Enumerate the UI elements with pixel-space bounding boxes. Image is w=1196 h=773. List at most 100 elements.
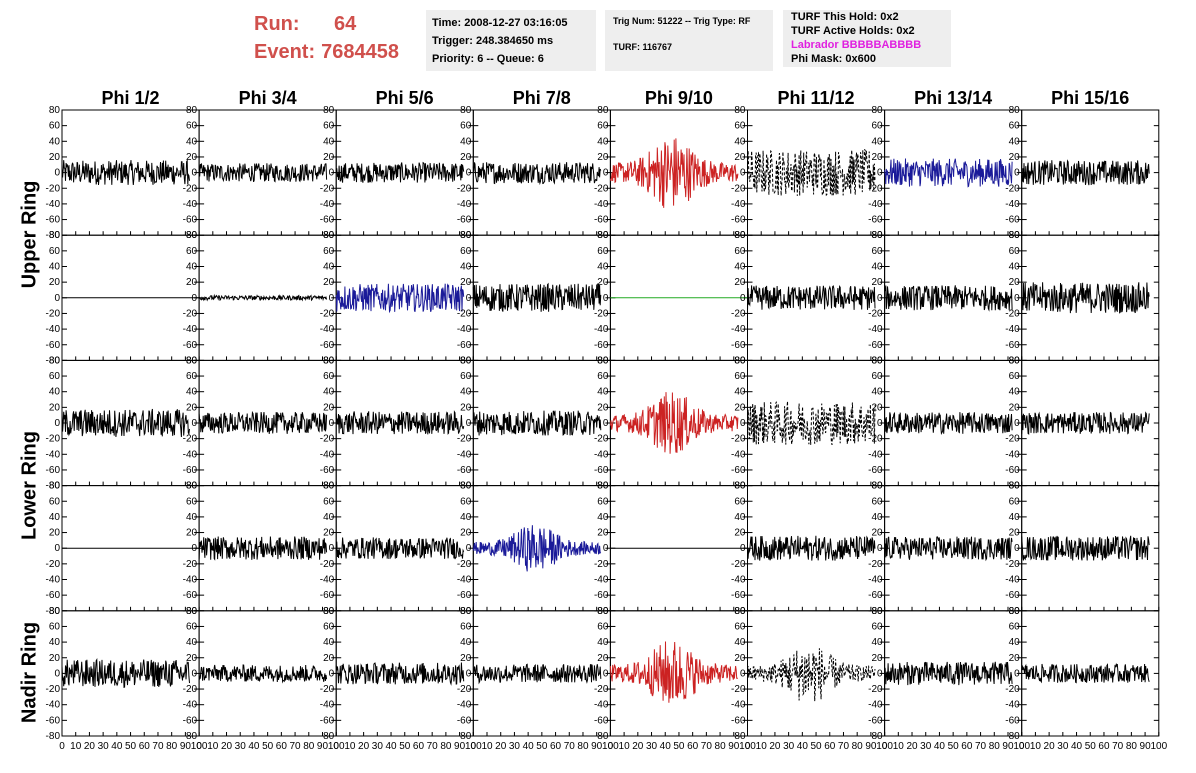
y-tick-label: 20 (323, 152, 335, 163)
y-tick-label: 60 (734, 621, 746, 632)
x-tick-label: 40 (660, 741, 672, 752)
y-tick-label: 40 (1009, 387, 1021, 398)
y-tick-label: 60 (49, 621, 61, 632)
y-tick-label: -80 (457, 230, 472, 241)
x-tick-label: 10 (70, 741, 82, 752)
y-tick-label: -40 (1005, 449, 1020, 460)
y-tick-label: 60 (460, 246, 472, 257)
phi-header: Phi 15/16 (1051, 88, 1130, 108)
y-tick-label: -20 (1005, 183, 1020, 194)
x-tick-label: 30 (98, 741, 110, 752)
turf-info-box: TURF This Hold: 0x2 TURF Active Holds: 0… (783, 10, 951, 67)
y-tick-label: -60 (868, 340, 883, 351)
y-tick-label: 20 (1009, 402, 1021, 413)
waveform-trace (884, 536, 1013, 562)
priority-text: Priority: 6 -- Queue: 6 (432, 53, 544, 65)
y-tick-label: 80 (460, 105, 472, 116)
y-tick-label: -40 (320, 700, 335, 711)
y-tick-label: 80 (1009, 230, 1021, 241)
x-tick-label: 20 (84, 741, 96, 752)
y-tick-label: -40 (1005, 199, 1020, 210)
waveform-trace (199, 293, 328, 302)
y-tick-label: 40 (1009, 637, 1021, 648)
y-tick-label: -80 (183, 731, 198, 742)
phi-mask-text: Phi Mask: 0x600 (791, 53, 876, 65)
time-text: Time: 2008-12-27 03:16:05 (432, 17, 568, 29)
y-tick-label: 0 (54, 168, 60, 179)
y-tick-label: -40 (46, 199, 61, 210)
y-tick-label: -40 (731, 449, 746, 460)
y-tick-label: -80 (183, 230, 198, 241)
y-tick-label: -60 (457, 590, 472, 601)
y-tick-label: -60 (320, 215, 335, 226)
x-tick-label: 0 (333, 741, 339, 752)
waveform-trace (609, 138, 739, 208)
y-tick-label: 60 (1009, 121, 1021, 132)
y-tick-label: -20 (868, 183, 883, 194)
x-tick-label: 30 (509, 741, 521, 752)
y-tick-label: -20 (183, 183, 198, 194)
x-tick-label: 0 (882, 741, 888, 752)
y-tick-label: -20 (46, 308, 61, 319)
y-tick-label: 80 (186, 105, 198, 116)
y-tick-label: 80 (871, 355, 883, 366)
y-tick-label: 80 (597, 230, 609, 241)
y-tick-label: 80 (871, 606, 883, 617)
y-tick-label: 80 (186, 355, 198, 366)
y-tick-label: 40 (734, 136, 746, 147)
x-tick-label: 10 (619, 741, 631, 752)
y-tick-label: -60 (46, 715, 61, 726)
y-tick-label: 40 (1009, 262, 1021, 273)
x-tick-label: 90 (591, 741, 603, 752)
x-tick-label: 50 (399, 741, 411, 752)
y-tick-label: 80 (1009, 355, 1021, 366)
y-tick-label: -80 (1005, 731, 1020, 742)
waveform-trace (335, 410, 465, 435)
waveform-trace (884, 158, 1013, 188)
y-tick-label: 20 (460, 152, 472, 163)
y-tick-label: 0 (877, 668, 883, 679)
waveform-trace (1021, 282, 1150, 314)
y-tick-label: 40 (186, 262, 198, 273)
x-tick-label: 70 (1112, 741, 1124, 752)
y-tick-label: -20 (183, 434, 198, 445)
x-tick-label: 100 (739, 741, 756, 752)
x-tick-label: 60 (413, 741, 425, 752)
y-tick-label: -20 (457, 684, 472, 695)
x-tick-label: 50 (673, 741, 685, 752)
y-tick-label: -20 (731, 183, 746, 194)
x-tick-label: 10 (344, 741, 356, 752)
y-tick-label: -80 (46, 606, 61, 617)
x-tick-label: 20 (769, 741, 781, 752)
waveform-trace (884, 661, 1013, 686)
x-tick-label: 0 (196, 741, 202, 752)
y-tick-label: 80 (323, 230, 335, 241)
x-tick-label: 50 (810, 741, 822, 752)
y-tick-label: -60 (731, 715, 746, 726)
y-tick-label: -80 (868, 230, 883, 241)
y-tick-label: -60 (457, 715, 472, 726)
y-tick-label: 20 (49, 528, 61, 539)
y-tick-label: -60 (183, 715, 198, 726)
y-tick-label: 20 (597, 653, 609, 664)
y-tick-label: 0 (329, 668, 335, 679)
y-tick-label: 80 (323, 355, 335, 366)
y-tick-label: -80 (320, 230, 335, 241)
y-tick-label: 0 (192, 418, 198, 429)
y-tick-label: 0 (1014, 168, 1020, 179)
y-tick-label: 80 (597, 606, 609, 617)
y-tick-label: -40 (457, 324, 472, 335)
y-tick-label: 0 (1014, 293, 1020, 304)
x-tick-label: 60 (687, 741, 699, 752)
y-tick-label: -20 (320, 183, 335, 194)
y-tick-label: -60 (183, 465, 198, 476)
y-tick-label: -20 (868, 308, 883, 319)
